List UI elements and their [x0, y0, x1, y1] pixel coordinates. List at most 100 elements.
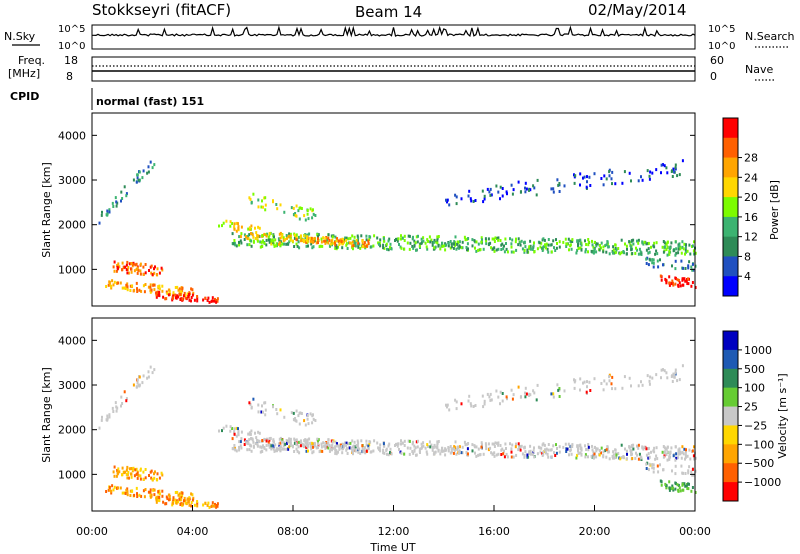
- velocity-cell: [598, 453, 601, 457]
- power-cell: [130, 270, 133, 274]
- velocity-cell: [345, 441, 348, 445]
- velocity-cell: [469, 402, 472, 406]
- power-cell: [499, 197, 501, 201]
- velocity-cell: [215, 505, 218, 509]
- velocity-cell: [331, 440, 334, 444]
- velocity-cell: [153, 488, 156, 492]
- power-cell: [500, 248, 503, 251]
- velocity-cell: [674, 481, 677, 485]
- velocity-cell: [149, 488, 152, 492]
- velocity-cell: [360, 439, 363, 443]
- power-cell: [600, 246, 602, 250]
- power-cell: [142, 169, 145, 173]
- velocity-cell: [121, 491, 124, 495]
- velocity-cell: [150, 476, 153, 480]
- power-cell: [162, 295, 165, 299]
- velocity-cell: [178, 497, 181, 501]
- velocity-cell: [235, 426, 238, 430]
- power-cell: [440, 244, 443, 248]
- power-cell: [336, 237, 338, 241]
- power-cell: [524, 186, 526, 190]
- power-cell: [143, 290, 146, 294]
- power-cell: [250, 239, 253, 243]
- power-cell: [641, 241, 644, 245]
- power-cell: [151, 273, 154, 277]
- velocity-cell: [443, 449, 446, 453]
- power-cell: [307, 244, 309, 248]
- velocity-cell: [688, 465, 691, 469]
- velocity-cell: [130, 475, 133, 479]
- power-cell: [663, 241, 666, 245]
- power-cell: [681, 240, 684, 244]
- velocity-cell: [188, 503, 191, 507]
- velocity-cell: [286, 441, 288, 445]
- power-cell: [340, 240, 343, 243]
- power-cell: [564, 237, 567, 241]
- nsky-label: N.Sky: [4, 30, 36, 43]
- power-cell: [683, 277, 686, 281]
- velocity-cell: [584, 453, 587, 457]
- power-cell: [345, 242, 348, 246]
- velocity-cell: [107, 488, 110, 492]
- velocity-cell: [579, 451, 582, 455]
- velocity-cell: [254, 431, 256, 435]
- nsky-right-tick-top: 10^5: [708, 24, 735, 35]
- power-cell: [600, 177, 603, 180]
- velocity-cell: [137, 473, 140, 477]
- power-cell: [240, 241, 243, 245]
- power-cell: [332, 241, 335, 245]
- velocity-cell: [544, 448, 546, 452]
- power-cell: [671, 264, 673, 268]
- velocity-cell: [125, 399, 128, 403]
- velocity-cell: [529, 452, 532, 456]
- velocity-cell: [177, 500, 180, 504]
- velocity-cell: [341, 442, 344, 446]
- power-cell: [630, 245, 632, 249]
- power-cell: [382, 246, 385, 250]
- power-cell: [269, 238, 272, 242]
- power-cell: [634, 251, 637, 255]
- power-cell: [571, 238, 574, 242]
- power-cell: [565, 242, 568, 246]
- power-cell: [490, 193, 493, 197]
- velocity-cell: [579, 443, 582, 447]
- power-cell: [672, 281, 674, 285]
- velocity-cell: [151, 478, 154, 482]
- power-cell: [285, 242, 288, 246]
- power-cell: [331, 243, 333, 247]
- velocity-cell: [215, 504, 218, 507]
- power-cell: [686, 249, 689, 253]
- velocity-cell: [356, 444, 359, 447]
- power-cell: [398, 243, 400, 246]
- power-cell: [543, 238, 546, 242]
- velocity-cell: [116, 472, 119, 476]
- velocity-cell: [178, 495, 181, 499]
- velocity-cell: [670, 375, 673, 378]
- velocity-cell: [208, 505, 211, 509]
- velocity-cell: [674, 464, 677, 468]
- power-cell: [645, 248, 648, 252]
- velocity-cell: [295, 443, 298, 447]
- power-cell: [512, 250, 515, 254]
- power-cell: [687, 282, 690, 286]
- power-cell: [612, 248, 615, 252]
- velocity-cell: [176, 490, 179, 494]
- power-cell: [693, 240, 695, 244]
- power-cell: [135, 262, 138, 266]
- velocity-cell: [232, 447, 235, 451]
- power-cell: [528, 245, 531, 249]
- power-cell: [533, 186, 536, 190]
- velocity-cell: [666, 458, 669, 462]
- power-cell: [606, 242, 609, 246]
- velocity-cell: [114, 401, 117, 405]
- velocity-cell: [637, 446, 640, 450]
- velocity-cell: [427, 444, 429, 448]
- colorbar-swatch: [723, 444, 738, 464]
- velocity-cell: [681, 450, 684, 454]
- velocity-cell: [635, 451, 637, 455]
- power-cell: [596, 242, 599, 246]
- power-cell: [671, 279, 674, 283]
- velocity-cell: [639, 455, 642, 459]
- velocity-cell: [111, 484, 114, 488]
- power-cell: [239, 239, 242, 243]
